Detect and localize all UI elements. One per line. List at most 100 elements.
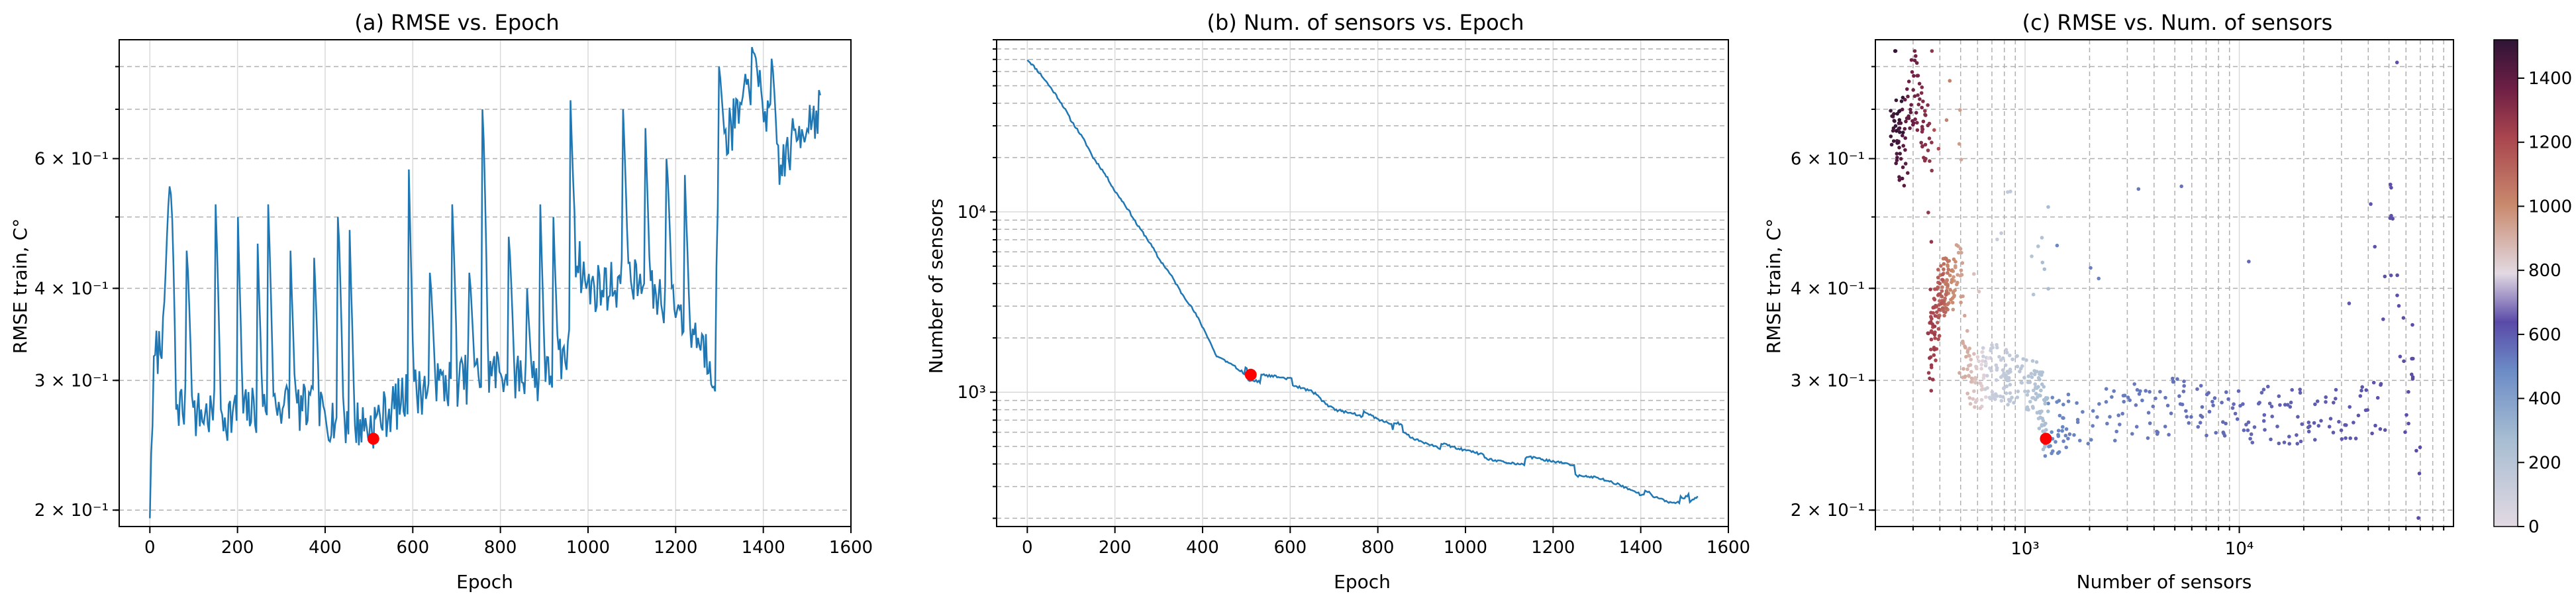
panel-c-point (2040, 409, 2044, 413)
panel-c-point (1949, 297, 1953, 302)
panel-c-point (1914, 61, 1919, 65)
panel-c-point (1944, 306, 1948, 310)
panel-c-point (1967, 346, 1971, 350)
panel-c-point (2259, 391, 2264, 395)
panel-c-point (1940, 289, 1944, 293)
panel-a-marker (367, 432, 379, 445)
panel-c-point (1930, 317, 1934, 321)
panel-c-point (2287, 434, 2291, 438)
panel-c-point (2185, 415, 2189, 419)
panel-c-point (2043, 401, 2048, 405)
panel-c-point (1981, 359, 1985, 363)
panel-c-point (1893, 124, 1898, 128)
panel-c-point (1979, 397, 1984, 402)
panel-c-point (1910, 119, 1914, 123)
panel-c-point (1936, 268, 1940, 272)
panel-c-point (1944, 118, 1949, 123)
panel-c-point (2224, 390, 2228, 394)
panel-c-point (2134, 403, 2138, 407)
panel-c-point (2252, 425, 2257, 429)
panel-c-point (1984, 395, 1988, 399)
panel-c-point (1902, 183, 1907, 188)
panel-c-point (2091, 424, 2095, 428)
panel-c-point (1938, 281, 1942, 286)
panel-c-point (2360, 385, 2364, 389)
panel-c-point (1921, 99, 1925, 103)
panel-c-frame (1875, 39, 2454, 527)
panel-c-xtick-label: 10³ (2010, 539, 2040, 559)
panel-c-point (2277, 394, 2281, 398)
panel-a-xtick-label: 1000 (566, 538, 610, 558)
panel-c-point (2395, 293, 2399, 297)
panel-c-point (1982, 373, 1986, 378)
panel-c-point (2339, 428, 2344, 432)
panel-c-point (2030, 375, 2034, 379)
panel-c-point (1936, 315, 1941, 320)
colorbar-tick-label: 1400 (2528, 69, 2572, 89)
panel-c-point (1967, 354, 1971, 358)
panel-c-point (2262, 413, 2267, 417)
colorbar-tick-label: 0 (2528, 517, 2540, 537)
panel-c-xtick-label: 10⁴ (2225, 539, 2254, 559)
panel-c-point (2042, 267, 2047, 272)
panel-c-point (1918, 97, 1922, 101)
panel-c-point (2410, 372, 2414, 377)
panel-c-point (2054, 440, 2057, 444)
panel-c-point (1959, 295, 1963, 299)
panel-c-point (2056, 451, 2060, 455)
panel-c-point (1952, 275, 1956, 279)
panel-c-point (2023, 389, 2027, 393)
panel-c-point (2042, 397, 2046, 402)
panel-c-point (1984, 362, 1988, 366)
panel-c-point (1932, 332, 1937, 337)
panel-c-point (1988, 366, 1992, 370)
panel-c-point (1959, 250, 1963, 255)
panel-c-point (1951, 307, 1956, 312)
panel-c-point (2105, 421, 2109, 426)
panel-c-point (2319, 419, 2323, 423)
panel-c-point (2046, 287, 2050, 291)
panel-c-point (2075, 401, 2079, 405)
panel-c-point (2261, 387, 2266, 391)
panel-c-point (1959, 273, 1964, 277)
panel-c-point (1936, 337, 1940, 341)
panel-c-point (2158, 389, 2162, 394)
panel-c-point (1940, 306, 1945, 310)
panel-c-point (1946, 271, 1950, 275)
panel-c-point (1929, 347, 1933, 352)
panel-c-point (1898, 152, 1902, 156)
panel-c-point (2198, 421, 2203, 425)
panel-c-point (2006, 190, 2010, 194)
panel-c-point (2306, 425, 2310, 430)
panel-c-point (2290, 387, 2294, 392)
panel-c-point (1922, 156, 1926, 160)
colorbar-tick-label: 400 (2528, 389, 2561, 409)
colorbar: 0 200 400 600 800 1000 1200 1400 (2493, 39, 2572, 537)
panel-c-point (2238, 403, 2242, 408)
panel-c-point (1986, 356, 1991, 360)
panel-c-point (1967, 374, 1971, 378)
panel-c-point (2306, 429, 2311, 434)
panel-c-point (1907, 116, 1911, 121)
panel-c-point (2250, 440, 2255, 444)
panel-c-point (2204, 433, 2208, 438)
panel-c-point (2340, 437, 2344, 441)
panel-c-point (1892, 112, 1896, 116)
panel-c-point (2332, 401, 2336, 405)
panel-c-point (2061, 425, 2065, 429)
panel-c-point (1994, 378, 1999, 382)
panel-c-point (1903, 126, 1907, 131)
panel-c-point (1899, 121, 1903, 125)
panel-c-point (1895, 128, 1899, 133)
panel-c-point (2046, 409, 2050, 413)
panel-c-point (1965, 367, 1969, 372)
panel-b-xtick-label: 200 (1099, 538, 1132, 558)
panel-c-point (1926, 123, 1930, 128)
panel-c-point (2114, 429, 2118, 434)
panel-c-point (1937, 334, 1942, 338)
panel-c-point (2104, 387, 2108, 391)
panel-c-point (2021, 357, 2025, 361)
panel-c-point (2006, 371, 2010, 375)
panel-c-point (2012, 401, 2016, 405)
panel-c-point (1898, 130, 1902, 134)
